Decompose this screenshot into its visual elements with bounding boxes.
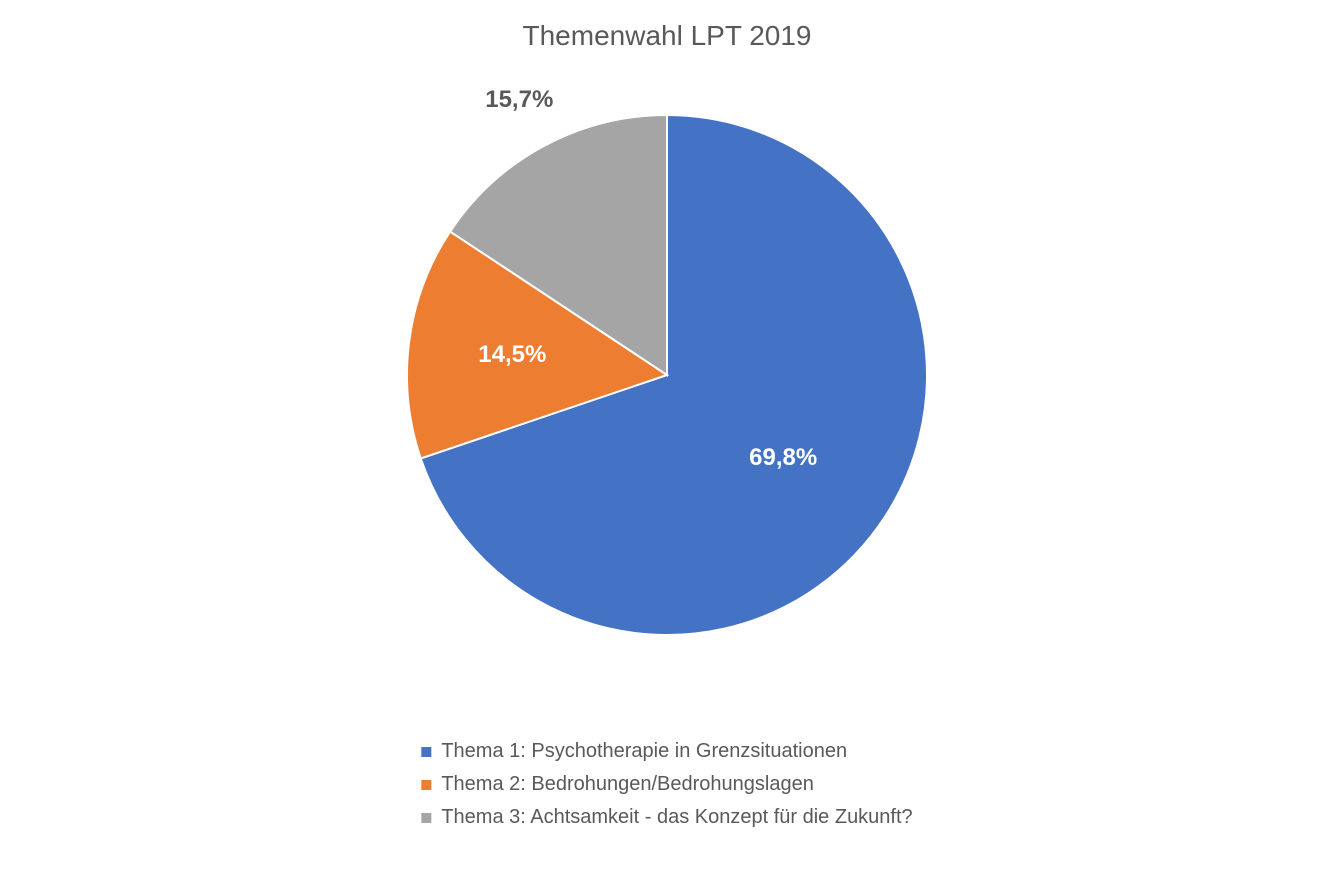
pie-chart: 69,8%14,5%15,7% xyxy=(407,115,927,635)
pie-label-thema3: 15,7% xyxy=(485,86,553,114)
pie-label-thema1: 69,8% xyxy=(749,444,817,472)
legend-item: Thema 2: Bedrohungen/Bedrohungslagen xyxy=(421,773,912,796)
legend-marker xyxy=(421,747,431,757)
legend-label: Thema 2: Bedrohungen/Bedrohungslagen xyxy=(441,773,814,796)
legend-label: Thema 1: Psychotherapie in Grenzsituatio… xyxy=(441,740,847,763)
pie-svg xyxy=(407,115,927,635)
legend-item: Thema 1: Psychotherapie in Grenzsituatio… xyxy=(421,740,912,763)
legend-item: Thema 3: Achtsamkeit - das Konzept für d… xyxy=(421,806,912,829)
legend-label: Thema 3: Achtsamkeit - das Konzept für d… xyxy=(441,806,912,829)
pie-label-thema2: 14,5% xyxy=(478,341,546,369)
chart-title: Themenwahl LPT 2019 xyxy=(0,20,1334,52)
legend-marker xyxy=(421,780,431,790)
pie-chart-container: Themenwahl LPT 2019 69,8% 14,5% 15,7% Them… xyxy=(0,0,1334,889)
legend-marker xyxy=(421,813,431,823)
chart-legend: Thema 1: Psychotherapie in Grenzsituatio… xyxy=(421,740,912,829)
